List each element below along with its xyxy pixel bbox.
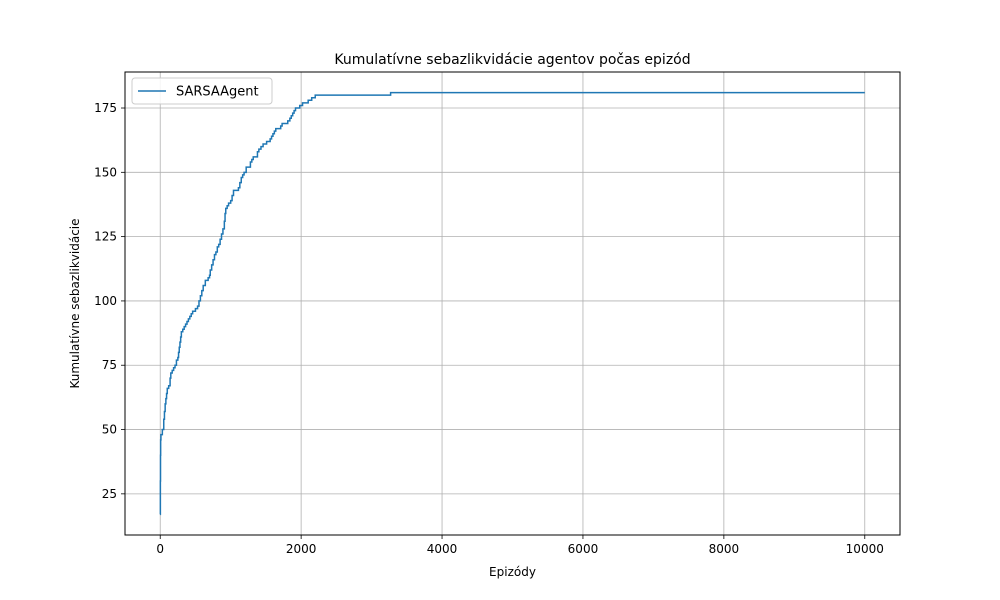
x-tick-label-0: 0 <box>156 542 164 556</box>
y-tick-label-150: 150 <box>94 165 117 179</box>
series-line-sarsaagent <box>159 91 865 516</box>
y-tick-label-175: 175 <box>94 101 117 115</box>
y-tick-label-25: 25 <box>102 487 117 501</box>
grid-y <box>125 107 900 495</box>
y-tick-label-50: 50 <box>102 423 117 437</box>
plot-background <box>125 72 900 535</box>
y-tick-label-125: 125 <box>94 230 117 244</box>
grid-x <box>159 72 866 535</box>
y-tick-label-100: 100 <box>94 294 117 308</box>
y-axis-label: Kumulatívne sebazlikvidácie <box>68 218 82 388</box>
x-tick-label-6000: 6000 <box>568 542 599 556</box>
legend-label-sarsaagent: SARSAAgent <box>176 85 259 100</box>
plot-frame <box>124 71 901 536</box>
x-tick-label-8000: 8000 <box>709 542 740 556</box>
x-tick-label-10000: 10000 <box>846 542 884 556</box>
legend-box <box>131 77 273 105</box>
y-axis-ticks: 25 50 75 100 125 150 175 <box>94 101 125 501</box>
x-tick-label-2000: 2000 <box>286 542 317 556</box>
x-tick-label-4000: 4000 <box>427 542 458 556</box>
x-axis-ticks: 0 2000 4000 6000 8000 10000 <box>156 535 884 556</box>
x-axis-label: Epizódy <box>489 565 536 579</box>
legend: SARSAAgent <box>131 77 273 105</box>
y-tick-label-75: 75 <box>102 358 117 372</box>
chart-title: Kumulatívne sebazlikvidácie agentov poča… <box>334 52 690 68</box>
